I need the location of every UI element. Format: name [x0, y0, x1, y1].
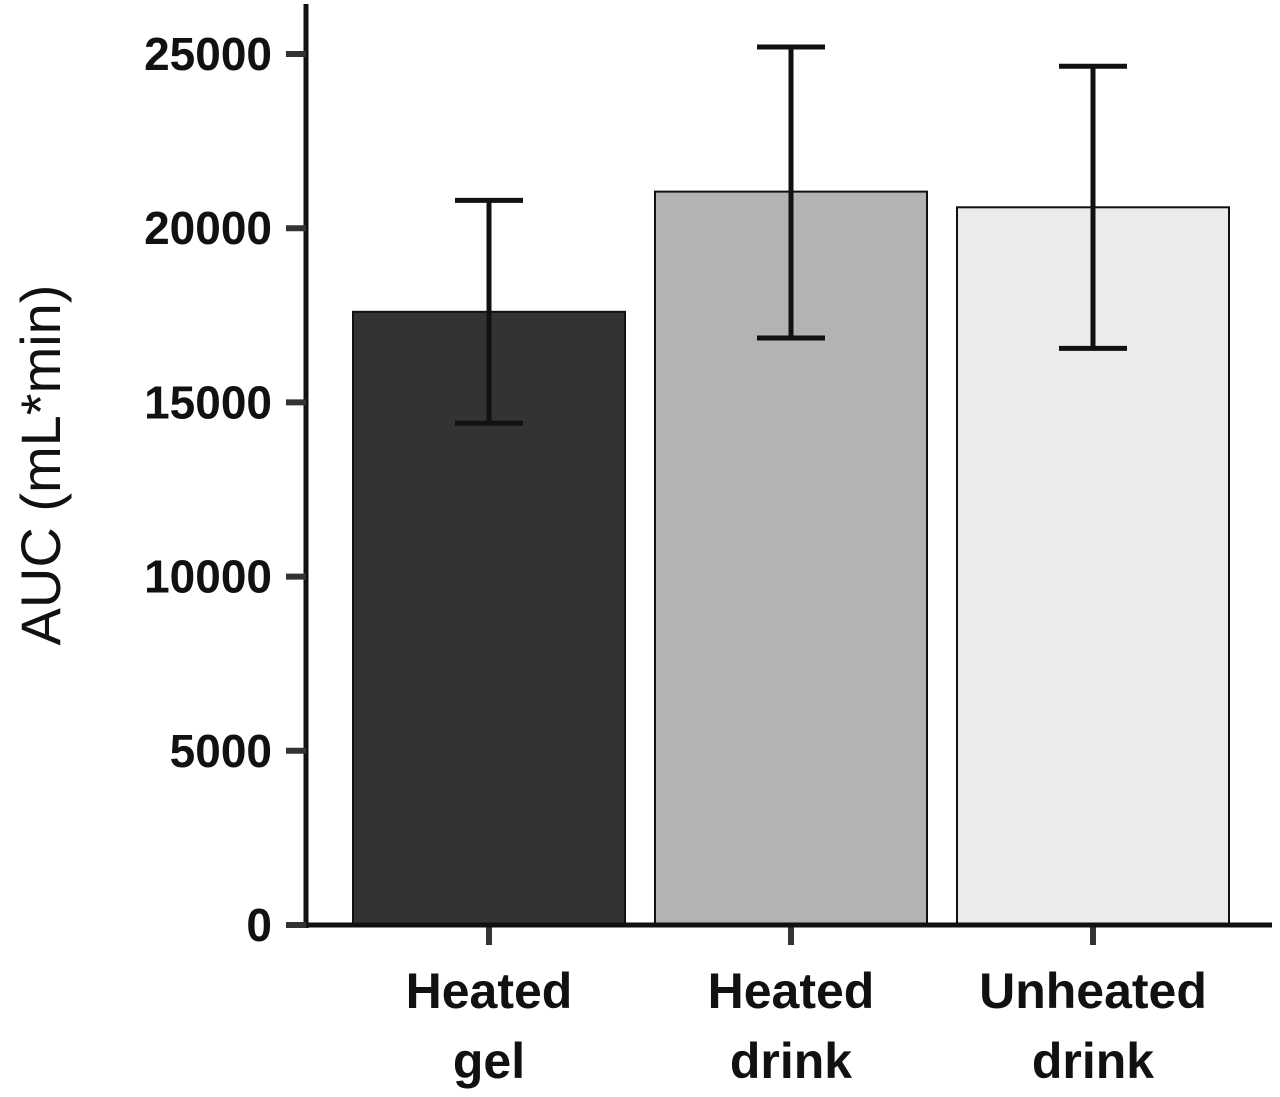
x-tick-label-1-1: drink: [730, 1033, 852, 1089]
x-tick-label-2-1: drink: [1032, 1033, 1154, 1089]
x-tick-label-0-1: gel: [453, 1033, 525, 1089]
error-bars-layer: [455, 44, 1127, 426]
y-tick-label-4: 20000: [144, 202, 272, 254]
x-tick-label-2-0: Unheated: [979, 963, 1207, 1019]
x-tick-label-1-0: Heated: [708, 963, 875, 1019]
y-tick-label-1: 5000: [170, 725, 272, 777]
x-tick-label-0-0: Heated: [406, 963, 573, 1019]
y-tick-label-2: 10000: [144, 551, 272, 603]
y-axis-title: AUC (mL*min): [9, 285, 72, 646]
y-tick-label-3: 15000: [144, 376, 272, 428]
y-tick-label-0: 0: [246, 899, 272, 951]
labels-layer: Heated gel Heated drink Unheated drink 0 5000 10…: [144, 28, 1207, 1089]
axes-layer: [286, 4, 1272, 945]
y-tick-label-5: 25000: [144, 28, 272, 80]
